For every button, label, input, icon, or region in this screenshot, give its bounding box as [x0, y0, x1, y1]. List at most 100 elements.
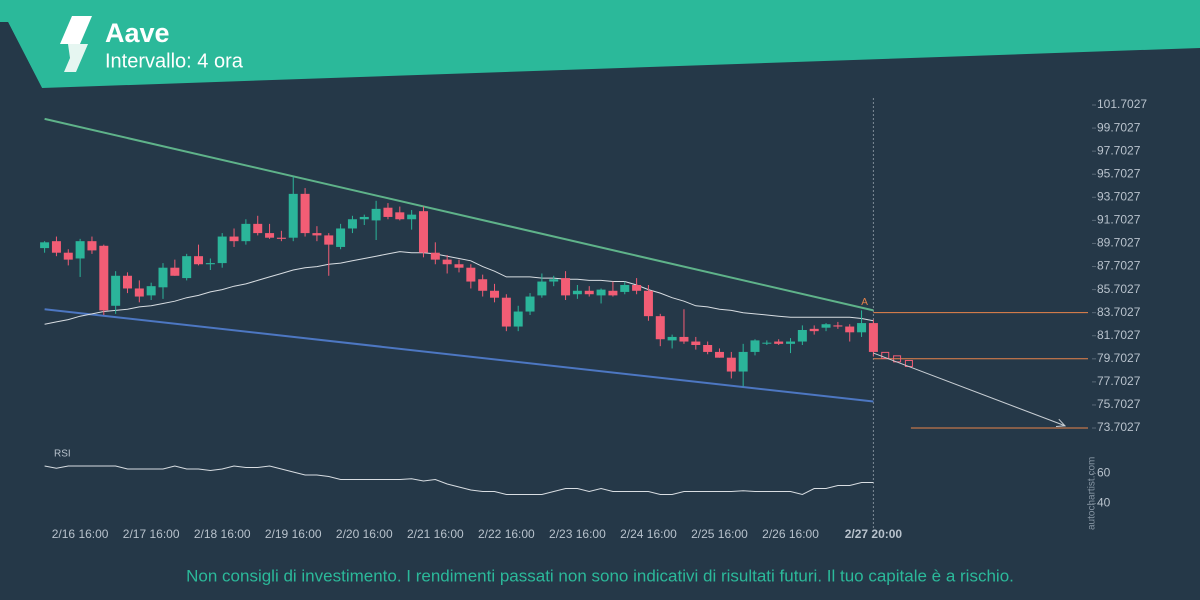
- candle-body: [170, 267, 180, 276]
- y-tick-label: 83.7027: [1097, 305, 1141, 319]
- rsi-tick-label: 40: [1097, 496, 1111, 510]
- candle-body: [288, 193, 298, 238]
- y-tick-label: 85.7027: [1097, 282, 1141, 296]
- x-tick-label: 2/23 16:00: [549, 527, 606, 541]
- x-tick-label: 2/26 16:00: [762, 527, 819, 541]
- subtitle: Intervallo: 4 ora: [105, 50, 244, 72]
- y-tick-label: 95.7027: [1097, 166, 1141, 180]
- y-tick-label: 101.7027: [1097, 97, 1147, 111]
- x-tick-label: 2/27 20:00: [845, 527, 903, 541]
- candle-body: [525, 296, 535, 312]
- projection-arrowhead: [1055, 418, 1067, 427]
- candle-body: [537, 281, 547, 296]
- candle-body: [229, 236, 239, 242]
- candle-body: [158, 267, 168, 288]
- candle-body: [418, 211, 428, 253]
- y-tick-label: 89.7027: [1097, 236, 1141, 250]
- x-tick-label: 2/25 16:00: [691, 527, 748, 541]
- candle-body: [821, 324, 831, 328]
- candle-body: [667, 336, 677, 341]
- x-tick-label: 2/21 16:00: [407, 527, 464, 541]
- candle-body: [714, 351, 724, 358]
- candle-body: [809, 328, 819, 332]
- x-tick-label: 2/22 16:00: [478, 527, 535, 541]
- candle-body: [703, 344, 713, 352]
- candle-body: [620, 285, 630, 292]
- logo-part: [60, 16, 92, 44]
- candle-body: [146, 286, 156, 296]
- candle-body: [111, 275, 121, 306]
- y-tick-label: 93.7027: [1097, 189, 1141, 203]
- y-tick-label: 77.7027: [1097, 374, 1141, 388]
- candle-body: [726, 357, 736, 372]
- candle-body: [478, 279, 488, 291]
- candle-body: [691, 341, 701, 345]
- candle-body: [738, 351, 748, 372]
- candle-body: [868, 323, 878, 352]
- candle-body: [182, 256, 192, 279]
- y-tick-label: 91.7027: [1097, 213, 1141, 227]
- y-tick-label: 75.7027: [1097, 397, 1141, 411]
- candle-body: [253, 223, 263, 234]
- candle-body: [490, 290, 500, 298]
- candle-body: [336, 228, 346, 247]
- forecast-box: [881, 351, 890, 359]
- candle-body: [608, 290, 618, 296]
- rsi-tick-label: 60: [1097, 466, 1111, 480]
- candle-body: [99, 245, 109, 311]
- watermark: autochartist.com: [1087, 457, 1098, 530]
- candle-body: [241, 223, 251, 242]
- candle-body: [51, 241, 61, 253]
- candle-body: [40, 242, 50, 249]
- x-tick-label: 2/16 16:00: [52, 527, 109, 541]
- x-tick-label: 2/19 16:00: [265, 527, 322, 541]
- logo: [60, 16, 92, 72]
- candle-body: [549, 279, 559, 282]
- candle-body: [762, 342, 772, 344]
- candle-body: [300, 193, 310, 234]
- candle-body: [454, 264, 464, 268]
- candle-body: [75, 241, 85, 259]
- candle-body: [786, 341, 796, 344]
- candle-body: [194, 256, 204, 265]
- x-tick-label: 2/24 16:00: [620, 527, 677, 541]
- candle-body: [466, 267, 476, 282]
- candle-body: [501, 297, 511, 327]
- candle-body: [359, 216, 369, 220]
- rsi-line: [44, 465, 874, 496]
- candle-body: [122, 275, 132, 289]
- candle-body: [596, 289, 606, 296]
- x-tick-label: 2/18 16:00: [194, 527, 251, 541]
- candle-body: [217, 236, 227, 264]
- candle-body: [324, 235, 334, 245]
- candle-body: [205, 263, 215, 265]
- candle-body: [371, 208, 381, 221]
- candle-body: [655, 316, 665, 340]
- candle-body: [442, 259, 452, 265]
- x-tick-label: 2/17 16:00: [123, 527, 180, 541]
- candle-body: [561, 278, 571, 296]
- support-line: [44, 308, 874, 403]
- resistance-line: [44, 117, 874, 312]
- disclaimer: Non consigli di investimento. I rendimen…: [186, 566, 1014, 585]
- pattern-label: A: [861, 297, 868, 308]
- candle-body: [833, 325, 843, 327]
- candle-body: [134, 288, 144, 297]
- moving-average: [44, 251, 874, 325]
- candle-body: [312, 233, 322, 236]
- y-tick-label: 99.7027: [1097, 120, 1141, 134]
- candle-body: [679, 336, 689, 342]
- candle-body: [87, 241, 97, 251]
- candle-body: [265, 233, 275, 238]
- rsi-label: RSI: [54, 449, 71, 460]
- candle-body: [383, 207, 393, 217]
- candle-body: [797, 330, 807, 342]
- y-tick-label: 87.7027: [1097, 259, 1141, 273]
- candle-body: [750, 340, 760, 352]
- candle-body: [857, 323, 867, 333]
- candle-body: [395, 212, 405, 220]
- y-tick-label: 81.7027: [1097, 328, 1141, 342]
- projection-line: [873, 352, 1066, 427]
- title: Aave: [105, 18, 170, 48]
